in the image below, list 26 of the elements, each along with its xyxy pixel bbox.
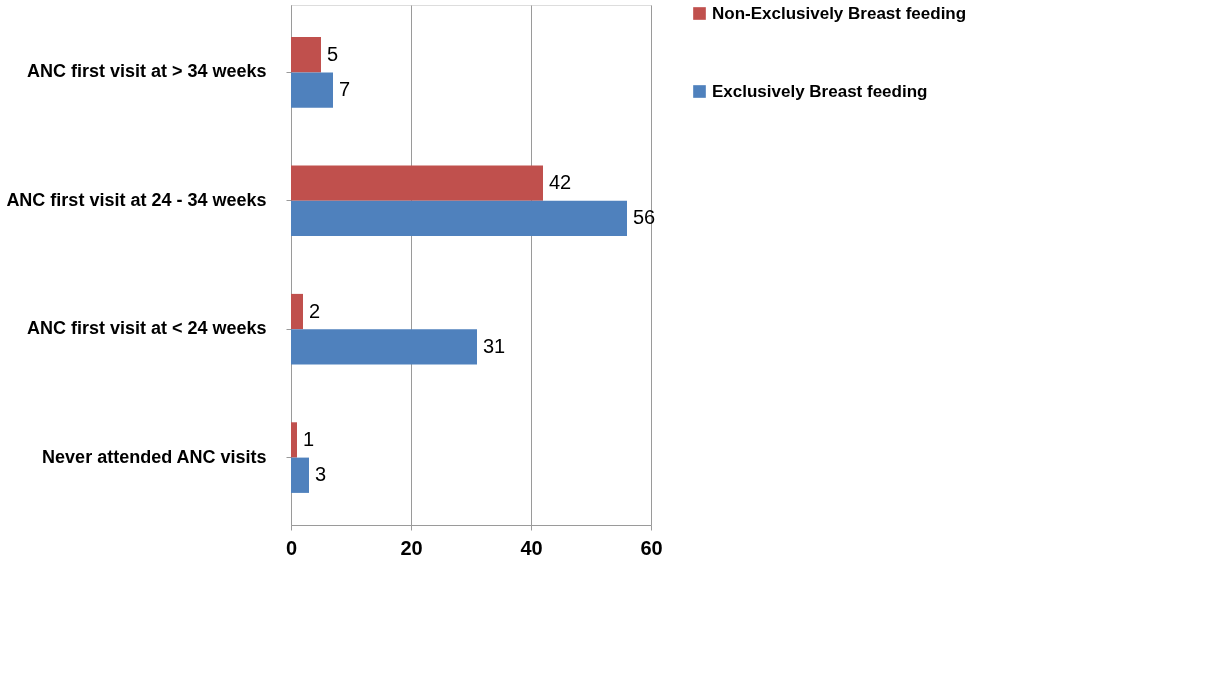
- bar: [291, 165, 543, 201]
- bar: [291, 422, 297, 458]
- legend-label: Exclusively Breast feeding: [712, 81, 928, 101]
- data-label: 7: [339, 78, 351, 101]
- data-label: 3: [315, 463, 327, 486]
- bar: [291, 200, 627, 237]
- y-tick-label: ANC first visit at 24 - 34 weeks: [6, 189, 267, 210]
- x-tick-label: 60: [640, 536, 663, 559]
- data-label: 1: [303, 427, 315, 450]
- data-label: 56: [633, 206, 656, 229]
- x-tick-label: 20: [400, 536, 423, 559]
- data-label: 31: [483, 334, 506, 357]
- bar: [291, 329, 477, 365]
- y-tick-label: ANC first visit at > 34 weeks: [26, 61, 267, 82]
- bar: [291, 72, 333, 108]
- y-tick-label: ANC first visit at < 24 weeks: [26, 318, 267, 339]
- legend-label: Non-Exclusively Breast feeding: [712, 3, 967, 23]
- x-tick-label: 0: [285, 536, 298, 559]
- data-label: 2: [309, 299, 321, 322]
- bar: [291, 293, 303, 330]
- bar: [291, 37, 321, 73]
- data-label: 42: [549, 171, 572, 194]
- x-tick-label: 40: [520, 536, 543, 559]
- bar: [291, 457, 309, 493]
- data-label: 5: [327, 42, 339, 65]
- y-tick-label: Never attended ANC visits: [42, 446, 267, 467]
